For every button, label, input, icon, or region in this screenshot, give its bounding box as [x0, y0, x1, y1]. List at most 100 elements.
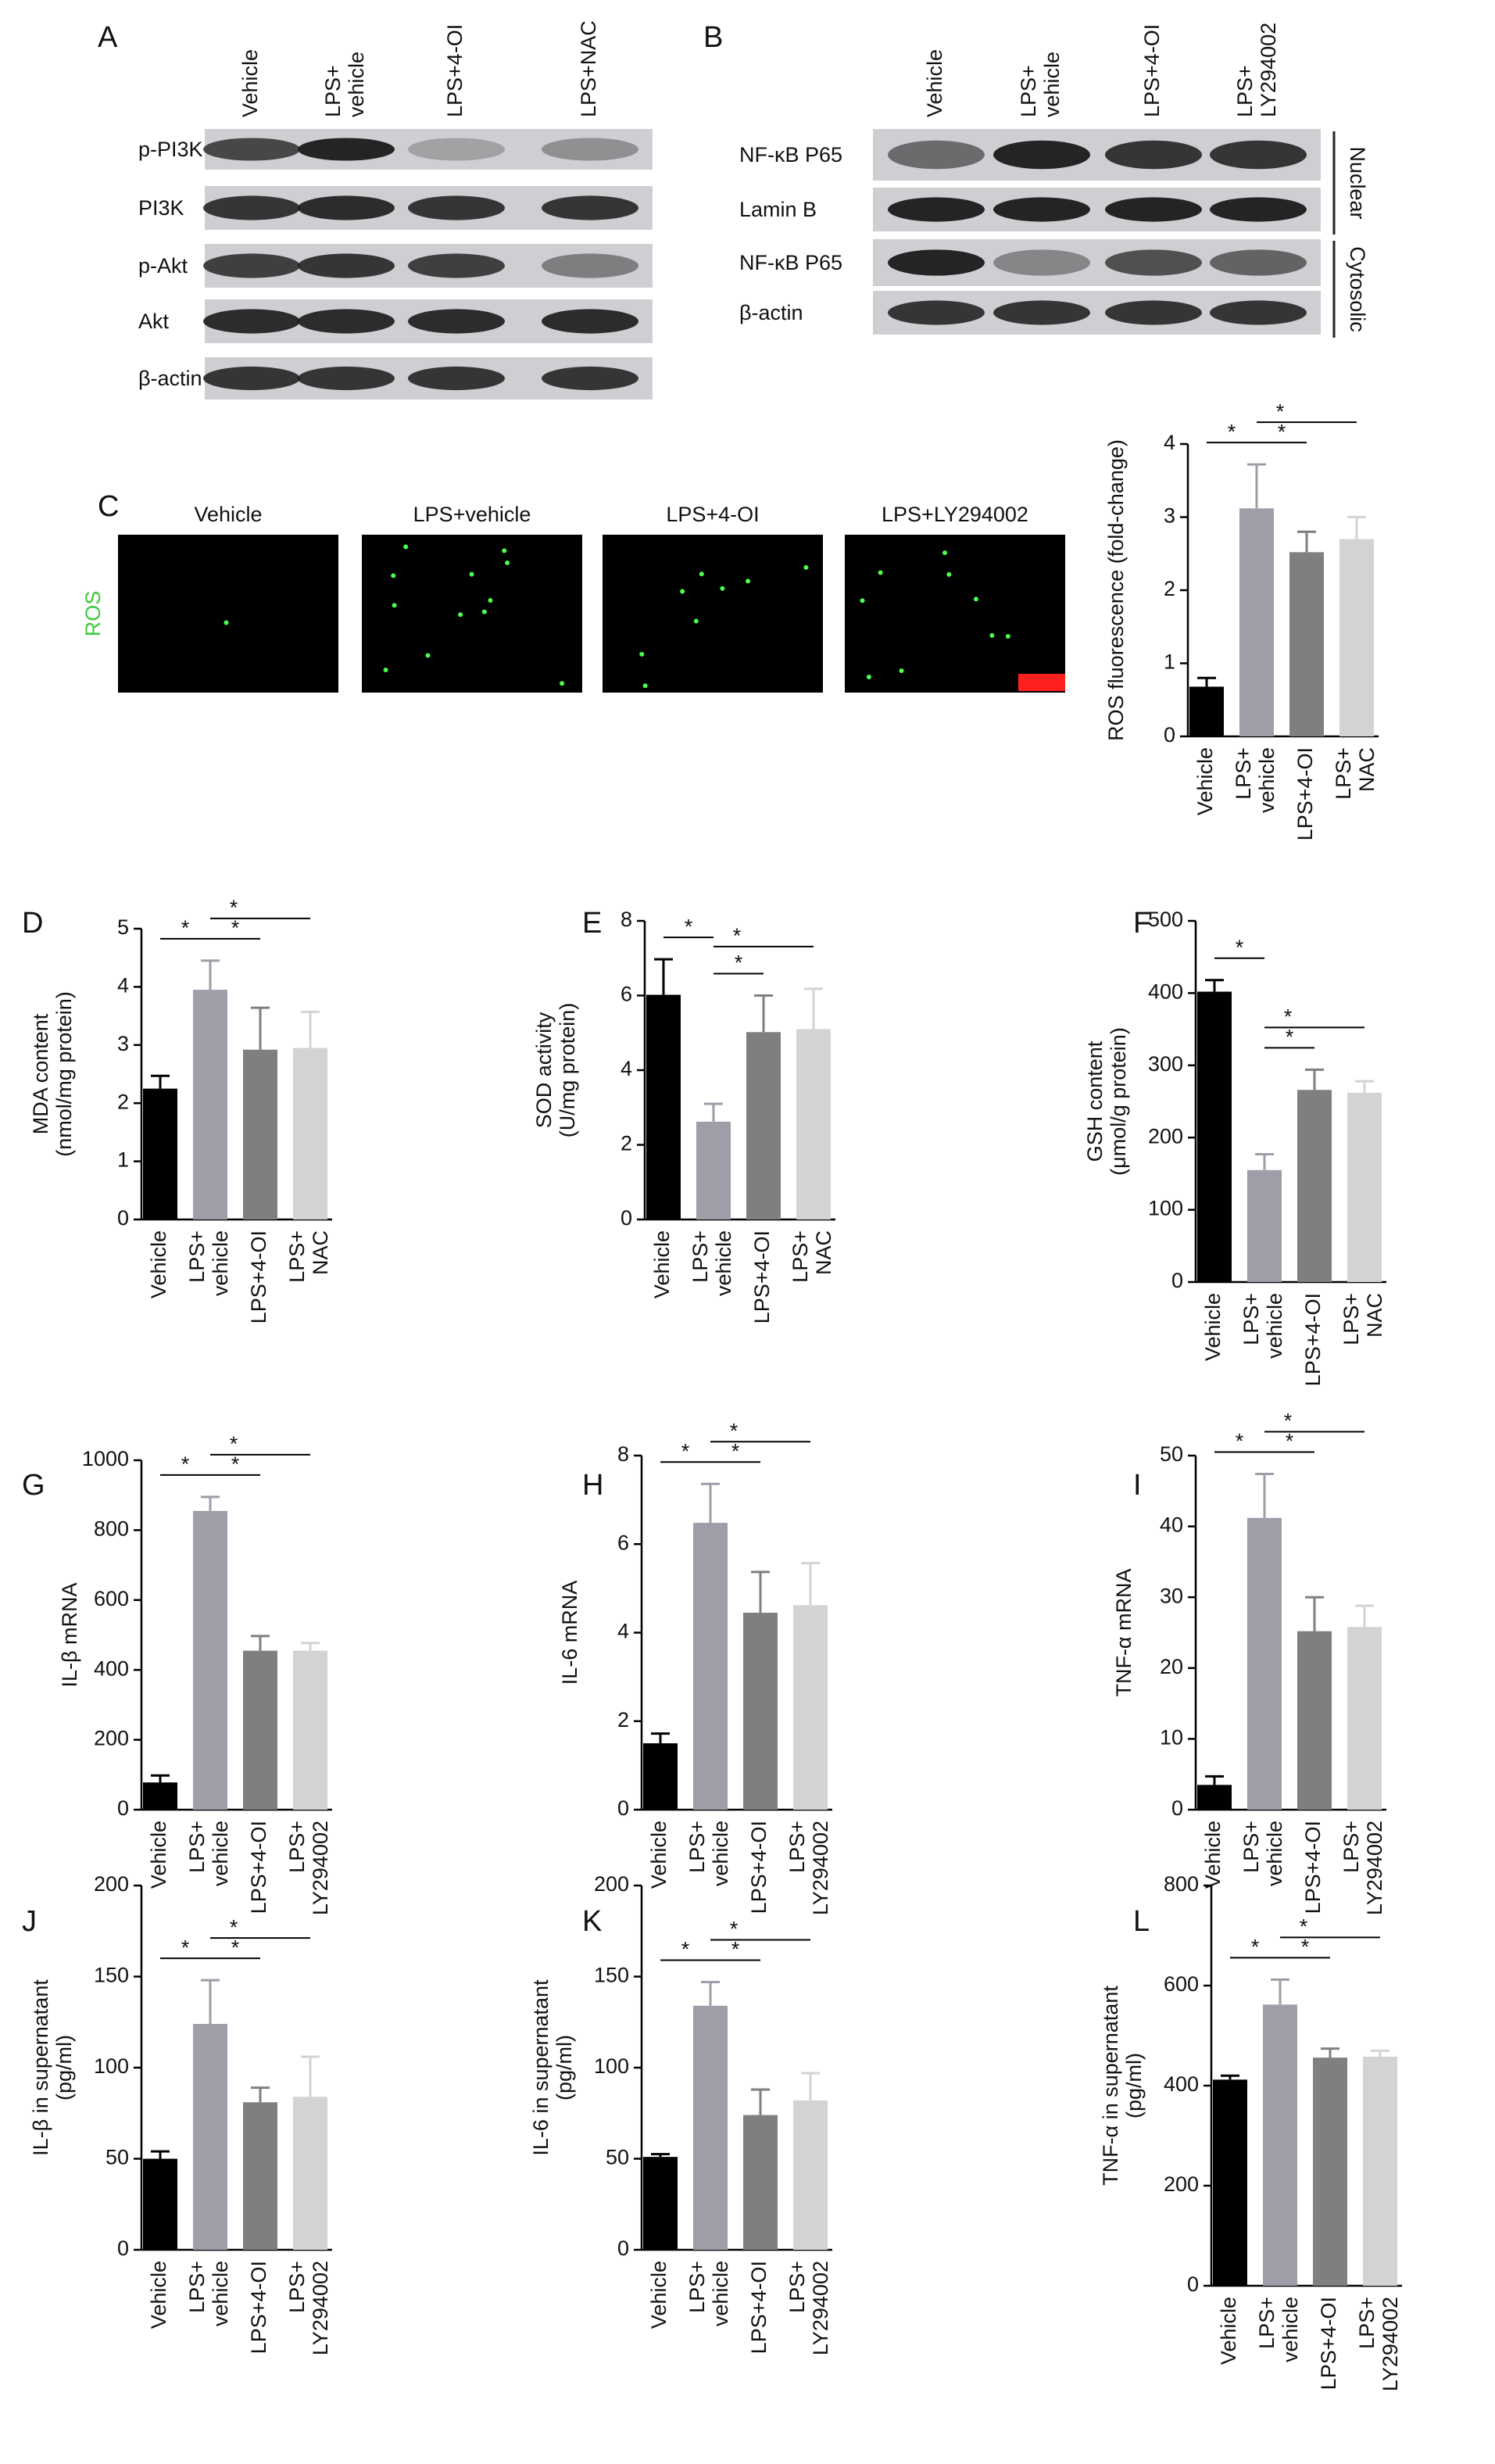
significance-label: * — [230, 1432, 238, 1456]
y-tick-label: 0 — [1187, 2272, 1199, 2296]
bar — [1339, 539, 1374, 736]
band — [888, 300, 985, 325]
significance-label: * — [1300, 1914, 1308, 1938]
ros-dot — [899, 668, 904, 673]
x-tick-label: LPS+vehicle — [1239, 1821, 1286, 1886]
y-tick-label: 300 — [1148, 1052, 1183, 1076]
y-tick-label: 100 — [1148, 1197, 1183, 1220]
error-bar — [1255, 1152, 1274, 1170]
significance-label: * — [731, 1439, 740, 1463]
ros-dot — [425, 653, 431, 658]
bar — [743, 1613, 778, 1810]
band — [993, 140, 1090, 170]
bar — [1347, 1627, 1382, 1810]
y-tick-label: 2 — [1164, 577, 1175, 600]
panel-letter: E — [582, 907, 602, 940]
y-tick-label: 1000 — [82, 1447, 129, 1470]
x-tick-label: LPS+vehicle — [1239, 1293, 1286, 1359]
y-tick-label: 100 — [594, 2054, 629, 2078]
bar — [1363, 2056, 1397, 2286]
bar — [1347, 1092, 1382, 1282]
bar — [1189, 686, 1224, 736]
error-bar — [801, 1562, 820, 1606]
significance-label: * — [733, 924, 742, 947]
ros-dot — [560, 681, 565, 686]
y-tick-label: 100 — [94, 2054, 129, 2078]
bar — [243, 1650, 277, 1810]
error-bar — [654, 958, 673, 995]
error-bar — [1355, 1080, 1374, 1093]
bar — [793, 1605, 828, 1810]
x-tick-label: LPS+vehicle — [1255, 2297, 1302, 2362]
ros-dot — [391, 573, 396, 578]
x-tick-label: LPS+4-OI — [1293, 747, 1317, 840]
error-bar — [151, 1074, 170, 1089]
micrograph — [118, 535, 338, 693]
band — [408, 195, 505, 220]
ros-dot — [942, 550, 947, 556]
x-tick-label: LPS+4-OI — [1317, 2297, 1340, 2390]
ros-dot — [946, 571, 952, 577]
error-bar — [1205, 979, 1224, 992]
error-bar — [251, 2086, 270, 2103]
x-tick-label: Vehicle — [647, 2261, 671, 2329]
y-tick-label: 200 — [1148, 1124, 1183, 1148]
y-tick-label: 800 — [1164, 1872, 1199, 1896]
row-label: Lamin B — [739, 198, 817, 221]
y-tick-label: 40 — [1160, 1513, 1183, 1537]
significance-label: * — [230, 1915, 238, 1939]
band — [888, 249, 985, 276]
x-tick-label: LPS+4-OI — [747, 2261, 771, 2354]
y-axis-label: TNF-α in supernatant(pg/ml) — [1099, 1986, 1146, 2186]
band — [993, 197, 1090, 222]
bar — [1263, 2004, 1297, 2286]
x-tick-label: LPS+vehicle — [688, 1230, 735, 1296]
error-bar — [201, 1979, 220, 2025]
y-tick-label: 600 — [1164, 1972, 1199, 1996]
bar — [293, 2097, 327, 2250]
significance-label: * — [1278, 420, 1286, 443]
micrograph — [603, 535, 823, 693]
panel-letter: I — [1133, 1469, 1142, 1502]
bar — [143, 1782, 177, 1810]
error-bar — [701, 1980, 720, 2006]
ros-dot — [469, 571, 474, 577]
error-bar — [251, 1006, 270, 1050]
band — [1105, 300, 1202, 325]
band — [298, 253, 395, 278]
ros-dot — [746, 578, 751, 584]
x-tick-label: LPS+vehicle — [1232, 747, 1279, 813]
significance-label: * — [730, 1419, 739, 1442]
scale-bar — [1018, 674, 1065, 691]
y-tick-label: 200 — [1164, 2172, 1199, 2196]
x-tick-label: LPS+4-OI — [247, 1821, 270, 1914]
y-tick-label: 10 — [1160, 1726, 1183, 1750]
y-axis-label: IL-6 in supernatant(pg/ml) — [529, 1979, 576, 2156]
band — [298, 309, 395, 334]
ros-dot — [505, 560, 510, 566]
panel-letter: H — [582, 1469, 603, 1502]
image-title: LPS+LY294002 — [882, 503, 1028, 526]
band — [542, 138, 638, 161]
error-bar — [1247, 463, 1266, 509]
error-bar — [1197, 676, 1216, 687]
y-axis-label: TNF-α mRNA — [1112, 1568, 1136, 1696]
significance-label: * — [735, 951, 743, 975]
significance-label: * — [1236, 936, 1244, 959]
bar — [646, 994, 681, 1219]
row-label: p-PI3K — [138, 138, 203, 161]
significance-label: * — [685, 915, 693, 938]
band — [298, 138, 395, 161]
fraction-label: Nuclear — [1346, 146, 1369, 219]
y-tick-label: 200 — [94, 1872, 129, 1896]
bar — [243, 1049, 277, 1219]
significance-label: * — [231, 1936, 240, 1959]
bar — [1197, 1785, 1232, 1810]
error-bar — [1305, 1068, 1324, 1091]
error-bar — [201, 1495, 220, 1511]
ros-dot — [878, 570, 883, 575]
ros-dot — [680, 589, 685, 594]
y-tick-label: 1 — [1164, 650, 1175, 674]
y-tick-label: 20 — [1160, 1655, 1183, 1678]
